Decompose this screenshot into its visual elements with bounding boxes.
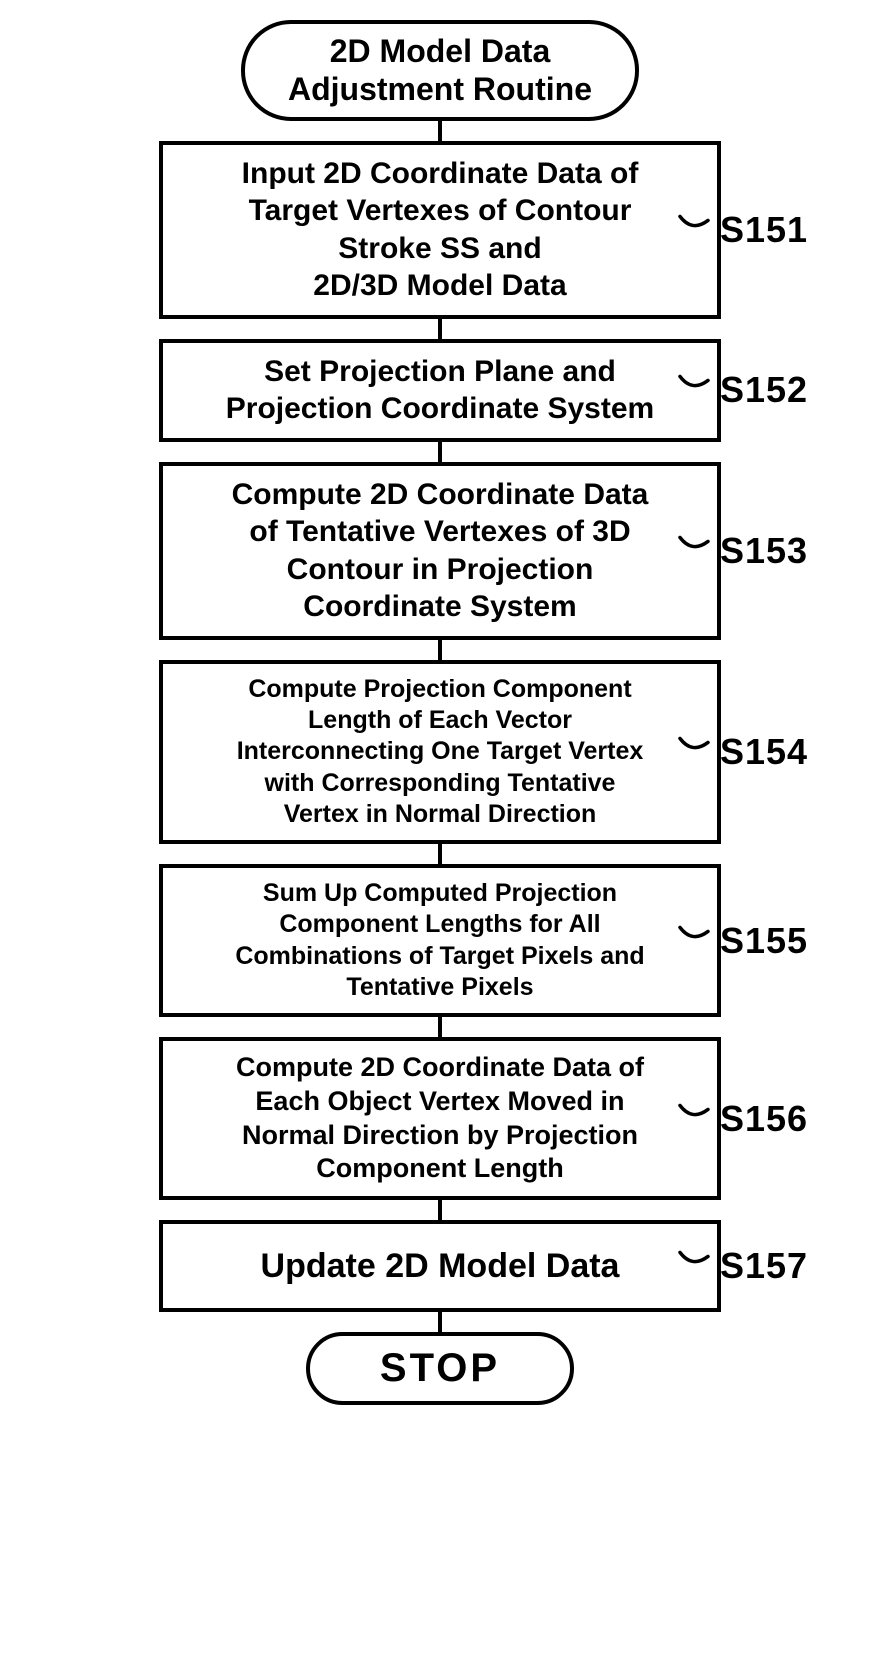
tilde-S151 — [678, 199, 726, 246]
tilde-S155 — [678, 910, 726, 957]
step-label-S157: S157 — [720, 1245, 808, 1287]
row-step-S152: Set Projection Plane andProjection Coord… — [60, 339, 820, 442]
process-S155: Sum Up Computed ProjectionComponent Leng… — [159, 864, 721, 1017]
process-text-S152: Set Projection Plane andProjection Coord… — [226, 353, 654, 428]
terminal-stop-text: STOP — [380, 1346, 500, 1390]
connector — [438, 319, 442, 339]
step-label-S154: S154 — [720, 731, 808, 773]
row-start: 2D Model DataAdjustment Routine — [60, 20, 820, 121]
tilde-S152 — [678, 360, 726, 407]
process-S156: Compute 2D Coordinate Data ofEach Object… — [159, 1037, 721, 1200]
process-S153: Compute 2D Coordinate Dataof Tentative V… — [159, 462, 721, 640]
process-text-S157: Update 2D Model Data — [261, 1245, 620, 1288]
process-text-S151: Input 2D Coordinate Data ofTarget Vertex… — [242, 155, 639, 305]
flowchart-container: 2D Model DataAdjustment Routine Input 2D… — [60, 20, 820, 1405]
tilde-S154 — [678, 721, 726, 768]
step-label-S152: S152 — [720, 369, 808, 411]
tilde-S153 — [678, 520, 726, 567]
process-text-S153: Compute 2D Coordinate Dataof Tentative V… — [232, 476, 649, 626]
terminal-stop: STOP — [306, 1332, 574, 1405]
terminal-start: 2D Model DataAdjustment Routine — [241, 20, 639, 121]
step-label-S156: S156 — [720, 1098, 808, 1140]
row-step-S151: Input 2D Coordinate Data ofTarget Vertex… — [60, 141, 820, 319]
row-step-S156: Compute 2D Coordinate Data ofEach Object… — [60, 1037, 820, 1200]
process-S151: Input 2D Coordinate Data ofTarget Vertex… — [159, 141, 721, 319]
connector — [438, 1312, 442, 1332]
step-label-S153: S153 — [720, 530, 808, 572]
row-step-S155: Sum Up Computed ProjectionComponent Leng… — [60, 864, 820, 1017]
connector — [438, 1200, 442, 1220]
process-text-S154: Compute Projection ComponentLength of Ea… — [237, 674, 644, 830]
process-text-S156: Compute 2D Coordinate Data ofEach Object… — [236, 1051, 644, 1186]
row-step-S153: Compute 2D Coordinate Dataof Tentative V… — [60, 462, 820, 640]
connector — [438, 844, 442, 864]
steps-holder: Input 2D Coordinate Data ofTarget Vertex… — [60, 141, 820, 1332]
step-label-S155: S155 — [720, 920, 808, 962]
connector — [438, 640, 442, 660]
connector — [438, 442, 442, 462]
process-text-S155: Sum Up Computed ProjectionComponent Leng… — [235, 878, 644, 1003]
connector — [438, 1017, 442, 1037]
row-step-S157: Update 2D Model Data S157 — [60, 1220, 820, 1312]
row-step-S154: Compute Projection ComponentLength of Ea… — [60, 660, 820, 844]
process-S157: Update 2D Model Data — [159, 1220, 721, 1312]
connector — [438, 121, 442, 141]
step-label-S151: S151 — [720, 209, 808, 251]
process-S154: Compute Projection ComponentLength of Ea… — [159, 660, 721, 844]
row-stop: STOP — [60, 1332, 820, 1405]
tilde-S156 — [678, 1088, 726, 1135]
tilde-S157 — [678, 1235, 726, 1282]
process-S152: Set Projection Plane andProjection Coord… — [159, 339, 721, 442]
terminal-start-text: 2D Model DataAdjustment Routine — [288, 33, 592, 107]
